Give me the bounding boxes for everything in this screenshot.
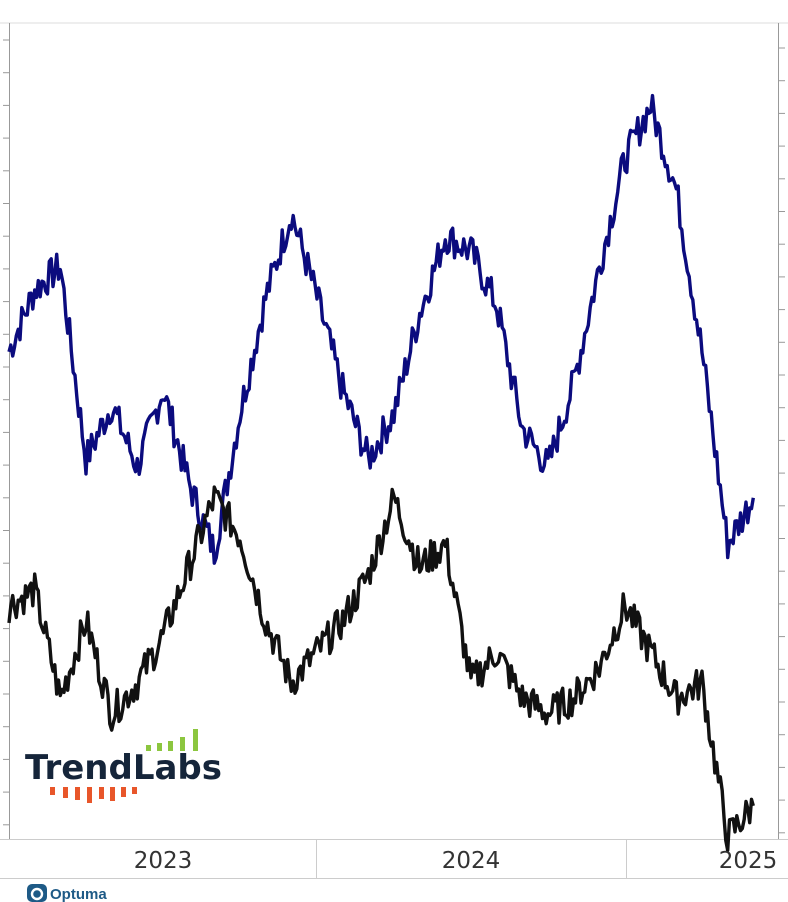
optuma-brand-text: Optuma	[50, 886, 107, 902]
black-series-line	[7, 485, 755, 853]
trendlabs-logo: TrendLabs	[25, 729, 222, 803]
logo-text: TrendLabs	[25, 748, 222, 788]
logo-bar-bottom	[132, 787, 137, 794]
series-layer	[7, 93, 755, 853]
logo-bar-top	[168, 741, 173, 751]
logo-bar-bottom	[99, 787, 104, 799]
logo-bar-top	[180, 737, 185, 751]
logo-bars-top-icon	[146, 729, 198, 751]
x-tick-label: 2025	[719, 848, 778, 874]
logo-bar-bottom	[63, 787, 68, 798]
right-axis-ticks	[779, 47, 785, 834]
logo-bars-bottom-icon	[50, 787, 137, 803]
optuma-logo-icon	[27, 884, 47, 902]
left-axis-ticks	[3, 39, 9, 826]
optuma-footer: Optuma	[27, 884, 107, 902]
logo-bar-bottom	[50, 787, 55, 795]
logo-bar-top	[157, 743, 162, 751]
logo-bar-bottom	[75, 787, 80, 800]
x-tick-label: 2024	[442, 848, 501, 874]
logo-bar-bottom	[121, 787, 126, 797]
logo-bar-bottom	[87, 787, 92, 803]
logo-bar-top	[193, 729, 198, 751]
x-tick-label: 2023	[134, 848, 193, 874]
blue-series-line	[7, 93, 755, 565]
logo-bar-top	[146, 745, 151, 751]
logo-bar-bottom	[110, 787, 115, 801]
